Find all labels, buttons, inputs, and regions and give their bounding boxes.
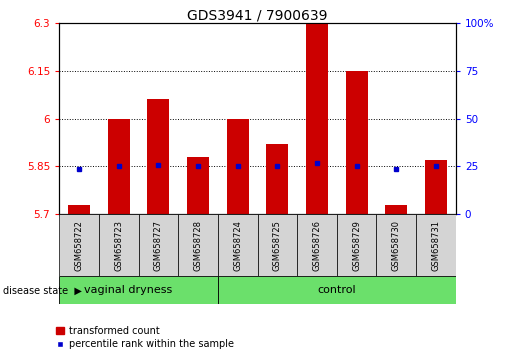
Text: GSM658725: GSM658725 <box>273 220 282 270</box>
Legend: transformed count, percentile rank within the sample: transformed count, percentile rank withi… <box>56 326 234 349</box>
Text: GSM658724: GSM658724 <box>233 220 242 270</box>
Bar <box>139 214 178 276</box>
Bar <box>187 157 209 214</box>
Bar <box>306 23 328 214</box>
Text: GSM658730: GSM658730 <box>392 219 401 271</box>
Bar <box>99 214 139 276</box>
Bar <box>218 214 258 276</box>
Text: GSM658729: GSM658729 <box>352 220 361 270</box>
Text: disease state  ▶: disease state ▶ <box>3 285 81 295</box>
Bar <box>337 214 376 276</box>
Bar <box>147 99 169 214</box>
Bar <box>258 214 297 276</box>
Bar <box>59 214 99 276</box>
Text: GDS3941 / 7900639: GDS3941 / 7900639 <box>187 9 328 23</box>
Bar <box>218 276 456 304</box>
Text: GSM658726: GSM658726 <box>313 219 321 271</box>
Bar <box>297 214 337 276</box>
Bar <box>416 214 456 276</box>
Bar <box>227 119 249 214</box>
Text: control: control <box>317 285 356 295</box>
Text: GSM658723: GSM658723 <box>114 219 123 271</box>
Bar <box>266 144 288 214</box>
Bar <box>376 214 416 276</box>
Text: vaginal dryness: vaginal dryness <box>84 285 173 295</box>
Text: GSM658722: GSM658722 <box>75 220 83 270</box>
Bar <box>425 160 447 214</box>
Text: GSM658731: GSM658731 <box>432 219 440 271</box>
Text: GSM658727: GSM658727 <box>154 219 163 271</box>
Bar <box>385 205 407 214</box>
Bar <box>108 119 130 214</box>
Bar <box>346 71 368 214</box>
Bar <box>68 205 90 214</box>
Bar <box>178 214 218 276</box>
Text: GSM658728: GSM658728 <box>194 219 202 271</box>
Bar <box>59 276 218 304</box>
